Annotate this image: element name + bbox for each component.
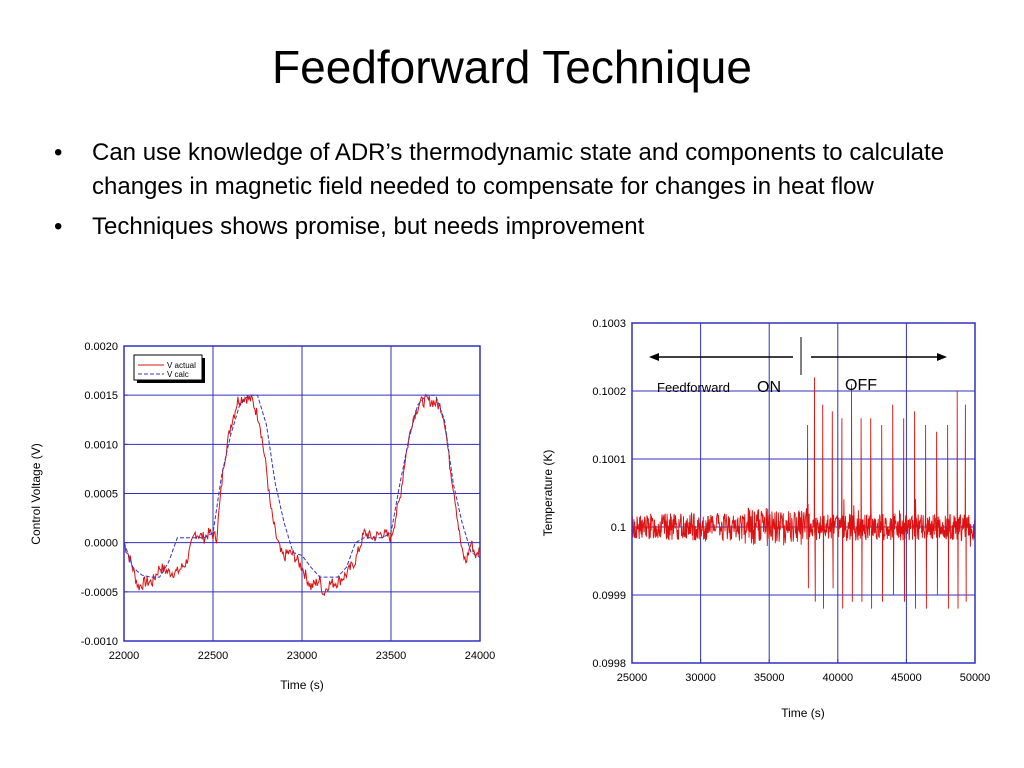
- series-line-v-calc: [123, 394, 481, 578]
- y-axis-label: Temperature (K): [541, 450, 555, 537]
- tick-labels: 25000 30000 35000 40000 45000 500000.10030.10…: [592, 318, 990, 684]
- legend-label-actual: V actual: [167, 361, 196, 370]
- y-tick-label: 0.0005: [84, 489, 118, 501]
- series-line-temperature: [631, 377, 976, 609]
- off-arrowhead-icon: [937, 353, 947, 361]
- chart-series-group: [123, 393, 481, 597]
- series-line-v-actual: [123, 393, 481, 597]
- annotation-on: ON: [757, 379, 781, 396]
- y-tick-label: 0.1: [611, 522, 626, 534]
- y-tick-label: 0.1002: [592, 386, 626, 398]
- y-tick-label: -0.0005: [81, 587, 118, 599]
- y-tick-label: 0.0015: [84, 390, 118, 402]
- x-tick-label: 25000: [617, 672, 648, 684]
- plot-frame: [631, 322, 976, 664]
- plot-frame: [123, 345, 481, 642]
- x-axis-label: Time (s): [781, 706, 825, 720]
- x-tick-label: 22500: [198, 650, 229, 662]
- feedforward-annotation: Feedforward ON OFF: [649, 337, 947, 396]
- bullet-list: • Can use knowledge of ADR’s thermodynam…: [54, 136, 974, 250]
- chart-grid: [631, 322, 976, 664]
- on-arrowhead-icon: [649, 353, 659, 361]
- y-tick-label: 0.0000: [84, 538, 118, 550]
- tick-labels: 22000 22500 23000 23500 24000 0.0020 0.0015 0.0…: [81, 341, 496, 662]
- chart-series-group: [631, 377, 976, 609]
- x-axis-label: Time (s): [280, 678, 324, 692]
- x-tick-label: 40000: [823, 672, 854, 684]
- legend-label-calc: V calc: [167, 370, 189, 379]
- x-tick-label: 22000: [109, 650, 140, 662]
- bullet-dot-icon: •: [54, 213, 63, 240]
- bullet-item: • Techniques shows promise, but needs im…: [54, 210, 974, 244]
- x-tick-label: 24000: [465, 650, 496, 662]
- x-tick-label: 30000: [685, 672, 716, 684]
- bullet-text: Can use knowledge of ADR’s thermodynamic…: [92, 139, 945, 200]
- x-tick-label: 23000: [287, 650, 318, 662]
- y-tick-label: 0.1001: [592, 454, 626, 466]
- y-tick-label: 0.0010: [84, 439, 118, 451]
- x-tick-label: 35000: [754, 672, 785, 684]
- bullet-item: • Can use knowledge of ADR’s thermodynam…: [54, 136, 974, 204]
- y-tick-label: 0.1003: [592, 318, 626, 330]
- y-tick-label: 0.0998: [592, 658, 626, 670]
- x-tick-label: 50000: [960, 672, 991, 684]
- x-tick-label: 23500: [376, 650, 407, 662]
- legend-box: [133, 354, 203, 381]
- annotation-off: OFF: [845, 377, 877, 394]
- bullet-text: Techniques shows promise, but needs impr…: [92, 213, 645, 240]
- slide-title: Feedforward Technique: [272, 41, 752, 93]
- bullet-dot-icon: •: [54, 139, 63, 166]
- x-tick-label: 45000: [891, 672, 922, 684]
- annotation-feedforward: Feedforward: [657, 380, 730, 395]
- y-tick-label: -0.0010: [81, 636, 118, 648]
- legend: V actual V calc: [133, 354, 205, 383]
- y-axis-label: Control Voltage (V): [29, 443, 43, 544]
- y-tick-label: 0.0020: [84, 341, 118, 353]
- y-tick-label: 0.0999: [592, 590, 626, 602]
